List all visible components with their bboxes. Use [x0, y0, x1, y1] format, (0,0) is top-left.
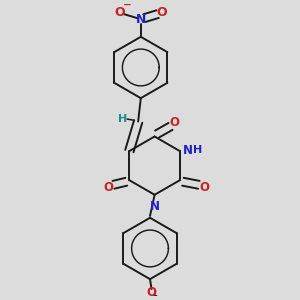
Text: O: O: [146, 286, 157, 298]
Text: N: N: [136, 13, 146, 26]
Text: O: O: [115, 6, 125, 19]
Text: N: N: [150, 200, 160, 213]
Text: −: −: [123, 0, 131, 10]
Text: O: O: [156, 6, 167, 19]
Text: N: N: [182, 144, 193, 157]
Text: O: O: [200, 181, 209, 194]
Text: O: O: [169, 116, 179, 130]
Text: O: O: [103, 181, 113, 194]
Text: H: H: [118, 114, 127, 124]
Text: H: H: [193, 146, 202, 155]
